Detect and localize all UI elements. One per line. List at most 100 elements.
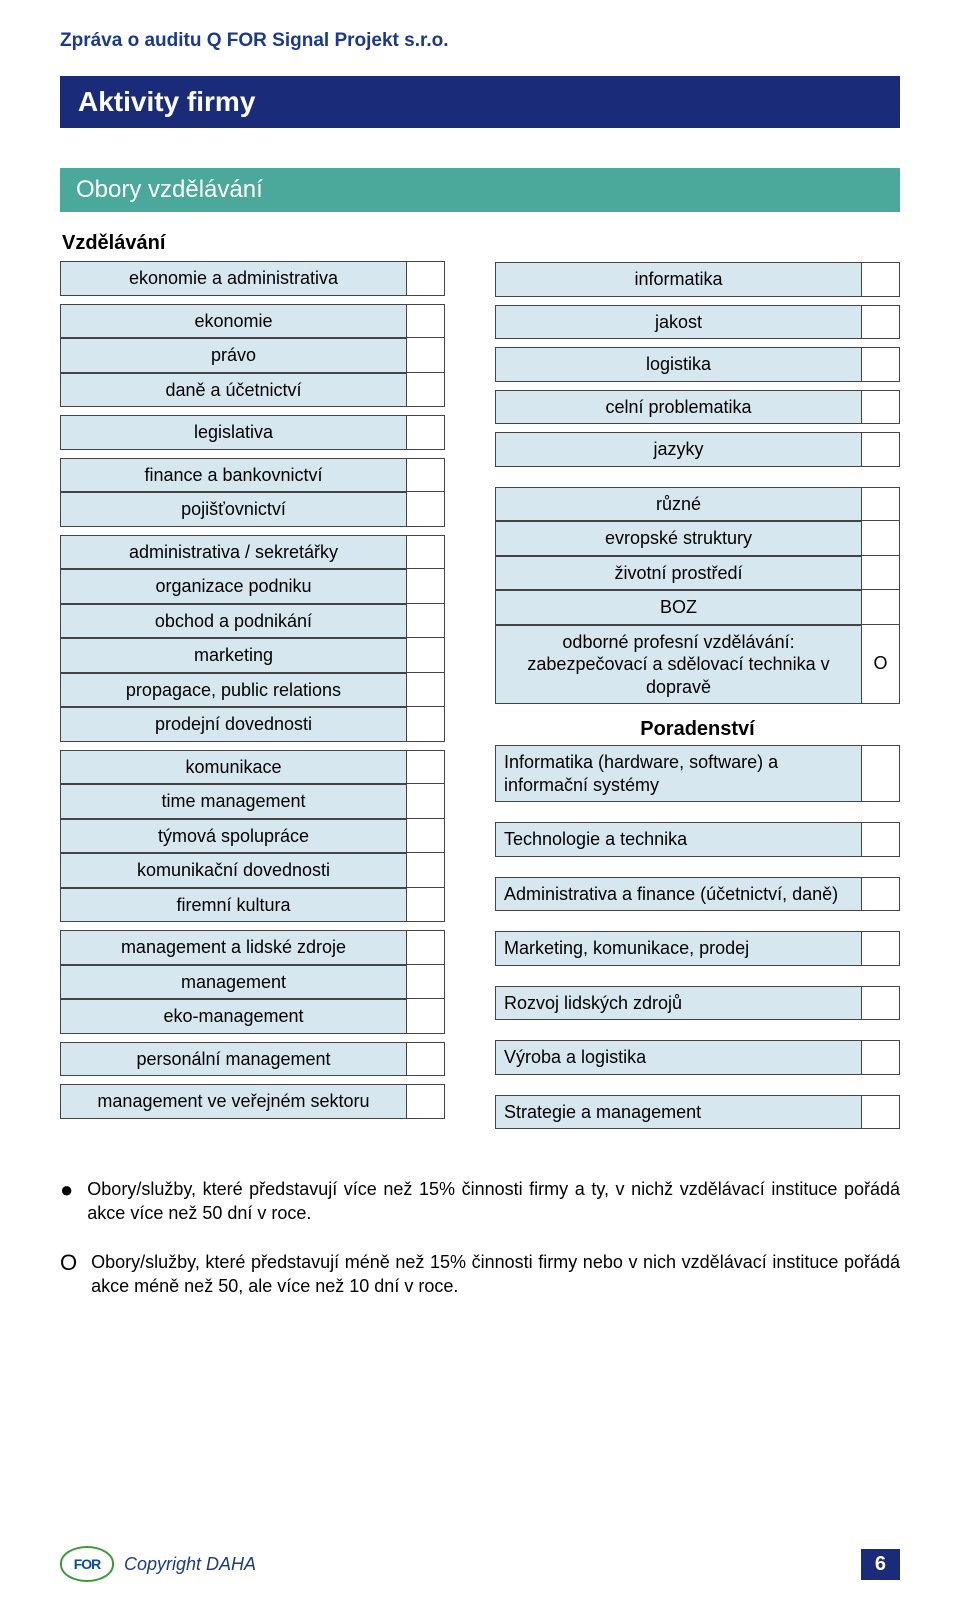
table-row: Administrativa a finance (účetnictví, da… (495, 877, 900, 912)
category-mark (407, 261, 445, 296)
category-mark (407, 304, 445, 339)
category-label: firemní kultura (60, 888, 407, 923)
left-column: Vzdělávání ekonomie a administrativa eko… (60, 232, 445, 1137)
table-row: pojišťovnictví (60, 492, 445, 527)
table-row: ekonomie (60, 304, 445, 339)
table-row: marketing (60, 638, 445, 673)
category-mark (862, 262, 900, 297)
category-mark (407, 930, 445, 965)
category-mark (862, 986, 900, 1021)
page-number: 6 (861, 1549, 900, 1580)
category-label: management (60, 965, 407, 1000)
category-label: legislativa (60, 415, 407, 450)
page-footer: FOR Copyright DAHA 6 (60, 1546, 900, 1582)
category-mark (862, 931, 900, 966)
table-row: evropské struktury (495, 521, 900, 556)
category-mark (407, 1084, 445, 1119)
table-row: daně a účetnictví (60, 373, 445, 408)
note-item: ● Obory/služby, které představují více n… (60, 1177, 900, 1226)
category-label: marketing (60, 638, 407, 673)
section-banner-education-fields: Obory vzdělávání (60, 168, 900, 212)
table-row: prodejní dovednosti (60, 707, 445, 742)
table-row: jazyky (495, 432, 900, 467)
table-row: management a lidské zdroje (60, 930, 445, 965)
category-mark (407, 604, 445, 639)
table-row: management (60, 965, 445, 1000)
notes-section: ● Obory/služby, které představují více n… (60, 1177, 900, 1298)
category-label: administrativa / sekretářky (60, 535, 407, 570)
category-mark (407, 492, 445, 527)
consulting-label: Administrativa a finance (účetnictví, da… (495, 877, 862, 912)
consulting-label: Strategie a management (495, 1095, 862, 1130)
table-row: obchod a podnikání (60, 604, 445, 639)
category-mark (407, 535, 445, 570)
category-label: životní prostředí (495, 556, 862, 591)
category-mark (407, 819, 445, 854)
table-row: celní problematika (495, 390, 900, 425)
category-mark (407, 338, 445, 373)
category-mark (862, 305, 900, 340)
category-mark (862, 347, 900, 382)
consulting-label: Výroba a logistika (495, 1040, 862, 1075)
category-label: finance a bankovnictví (60, 458, 407, 493)
category-label: time management (60, 784, 407, 819)
table-row: organizace podniku (60, 569, 445, 604)
category-mark (862, 590, 900, 625)
category-label: odborné profesní vzdělávání: zabezpečova… (495, 625, 862, 705)
bullet-filled-icon: ● (60, 1177, 73, 1226)
category-label: organizace podniku (60, 569, 407, 604)
category-mark (862, 556, 900, 591)
table-row: management ve veřejném sektoru (60, 1084, 445, 1119)
table-row: logistika (495, 347, 900, 382)
category-mark (862, 1040, 900, 1075)
left-column-title: Vzdělávání (60, 232, 445, 255)
category-label: různé (495, 487, 862, 522)
table-row: odborné profesní vzdělávání: zabezpečova… (495, 625, 900, 705)
category-label: týmová spolupráce (60, 819, 407, 854)
category-label: prodejní dovednosti (60, 707, 407, 742)
category-mark (862, 487, 900, 522)
category-label: ekonomie a administrativa (60, 261, 407, 296)
consulting-title: Poradenství (495, 718, 900, 741)
category-label: management a lidské zdroje (60, 930, 407, 965)
category-label: pojišťovnictví (60, 492, 407, 527)
category-label: komunikace (60, 750, 407, 785)
category-label: jazyky (495, 432, 862, 467)
consulting-label: Rozvoj lidských zdrojů (495, 986, 862, 1021)
category-mark (407, 750, 445, 785)
table-row: různé (495, 487, 900, 522)
table-row: životní prostředí (495, 556, 900, 591)
table-row: Rozvoj lidských zdrojů (495, 986, 900, 1021)
category-mark (862, 390, 900, 425)
category-label: celní problematika (495, 390, 862, 425)
category-mark (407, 784, 445, 819)
category-mark (407, 999, 445, 1034)
copyright-text: Copyright DAHA (124, 1554, 256, 1575)
consulting-label: Marketing, komunikace, prodej (495, 931, 862, 966)
category-label: ekonomie (60, 304, 407, 339)
note-item: O Obory/služby, které představují méně n… (60, 1250, 900, 1299)
category-label: komunikační dovednosti (60, 853, 407, 888)
category-label: logistika (495, 347, 862, 382)
category-mark (407, 638, 445, 673)
category-mark (407, 853, 445, 888)
category-mark (407, 373, 445, 408)
table-row: Technologie a technika (495, 822, 900, 857)
table-row: Informatika (hardware, software) a infor… (495, 745, 900, 802)
category-label: personální management (60, 1042, 407, 1077)
category-label: obchod a podnikání (60, 604, 407, 639)
consulting-label: Technologie a technika (495, 822, 862, 857)
table-row: právo (60, 338, 445, 373)
category-mark (862, 432, 900, 467)
category-mark (407, 965, 445, 1000)
category-label: evropské struktury (495, 521, 862, 556)
category-mark (862, 822, 900, 857)
category-label: informatika (495, 262, 862, 297)
category-mark (407, 415, 445, 450)
table-row: firemní kultura (60, 888, 445, 923)
table-row: eko-management (60, 999, 445, 1034)
qfor-logo-icon: FOR (60, 1546, 114, 1582)
category-mark (407, 888, 445, 923)
category-mark (862, 877, 900, 912)
category-label: propagace, public relations (60, 673, 407, 708)
